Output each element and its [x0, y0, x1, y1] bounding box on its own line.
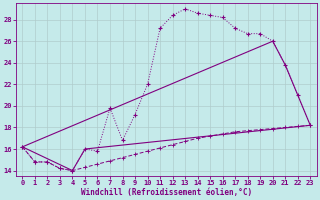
X-axis label: Windchill (Refroidissement éolien,°C): Windchill (Refroidissement éolien,°C): [81, 188, 252, 197]
